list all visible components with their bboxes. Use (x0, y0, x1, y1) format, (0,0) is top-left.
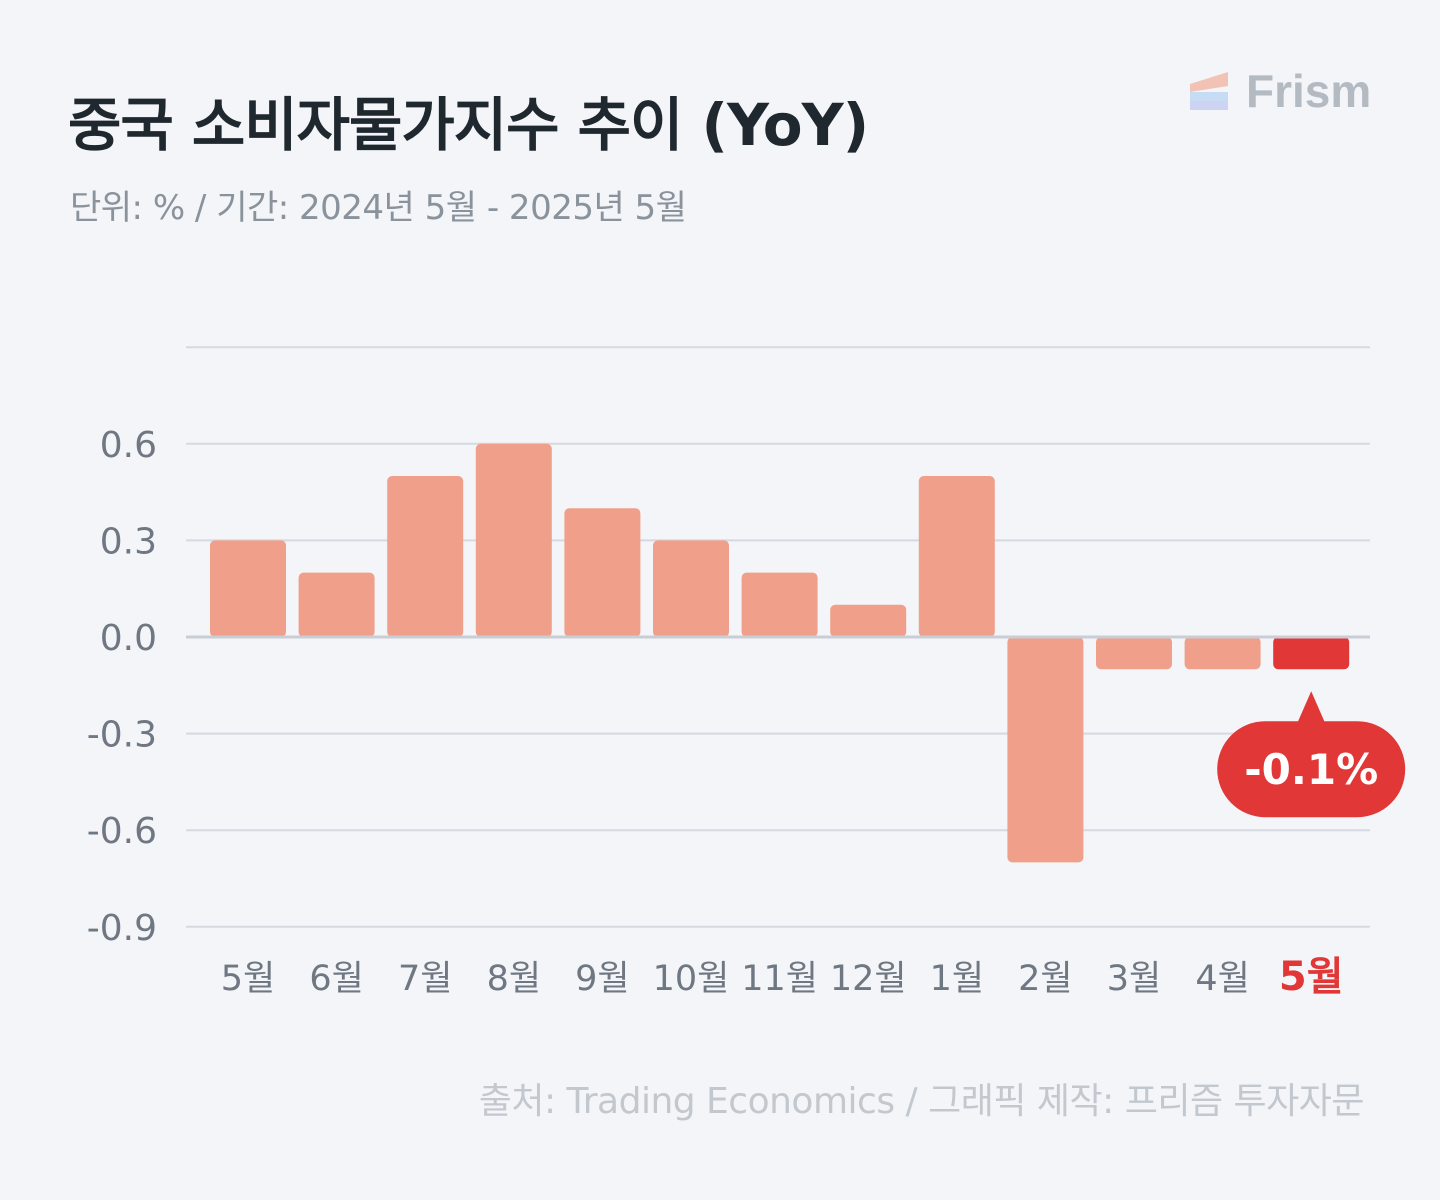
bar (1096, 637, 1172, 670)
x-tick-label: 4월 (1195, 959, 1249, 999)
y-tick-label: 0.0 (100, 618, 157, 659)
bar (1007, 637, 1084, 863)
bar (210, 540, 286, 637)
x-tick-label: 5월 (1279, 954, 1344, 1000)
y-tick-label: 0.6 (100, 425, 157, 466)
bar (475, 443, 552, 637)
value-callout: -0.1% (1217, 691, 1406, 818)
x-tick-label: 10월 (653, 959, 730, 999)
x-tick-label: 5월 (221, 959, 275, 999)
bar (830, 604, 907, 637)
x-tick-label: 8월 (487, 959, 541, 999)
bar (298, 572, 375, 637)
x-tick-label: 11월 (741, 959, 818, 999)
callout-bubble (1217, 721, 1406, 818)
y-tick-label: -0.6 (87, 811, 157, 852)
chart-title: 중국 소비자물가지수 추이 (YoY) (68, 91, 869, 159)
x-tick-label: 12월 (830, 959, 907, 999)
bar (1184, 637, 1261, 670)
bar (741, 572, 818, 637)
y-tick-label: 0.3 (100, 521, 157, 562)
bar-chart: 0.6 0.3 0.0 -0.3 -0.6 -0.9 5월 6월 7월 8월 9월 10월 11월 12월… (87, 346, 1406, 1000)
x-tick-label: 6월 (309, 959, 363, 999)
source-credit: 출처: Trading Economics / 그래픽 제작: 프리즘 투자자문 (478, 1081, 1365, 1122)
bar (387, 476, 464, 637)
chart-subtitle: 단위: % / 기간: 2024년 5월 - 2025년 5월 (70, 188, 687, 228)
y-tick-label: -0.9 (87, 908, 157, 949)
x-tick-label: 1월 (930, 959, 984, 999)
brand-name: Frism (1246, 65, 1372, 117)
bar (653, 540, 729, 637)
bar (564, 508, 641, 637)
y-tick-label: -0.3 (87, 715, 157, 756)
callout-pointer (1297, 691, 1326, 724)
x-tick-label: 9월 (575, 959, 629, 999)
layered-stripes-logo-icon (1190, 72, 1228, 110)
bar (918, 476, 995, 637)
bar (1273, 637, 1350, 670)
x-tick-label: 7월 (398, 959, 452, 999)
x-tick-label: 3월 (1107, 959, 1161, 999)
x-tick-label: 2월 (1018, 959, 1072, 999)
callout-value-label: -0.1% (1244, 745, 1378, 794)
